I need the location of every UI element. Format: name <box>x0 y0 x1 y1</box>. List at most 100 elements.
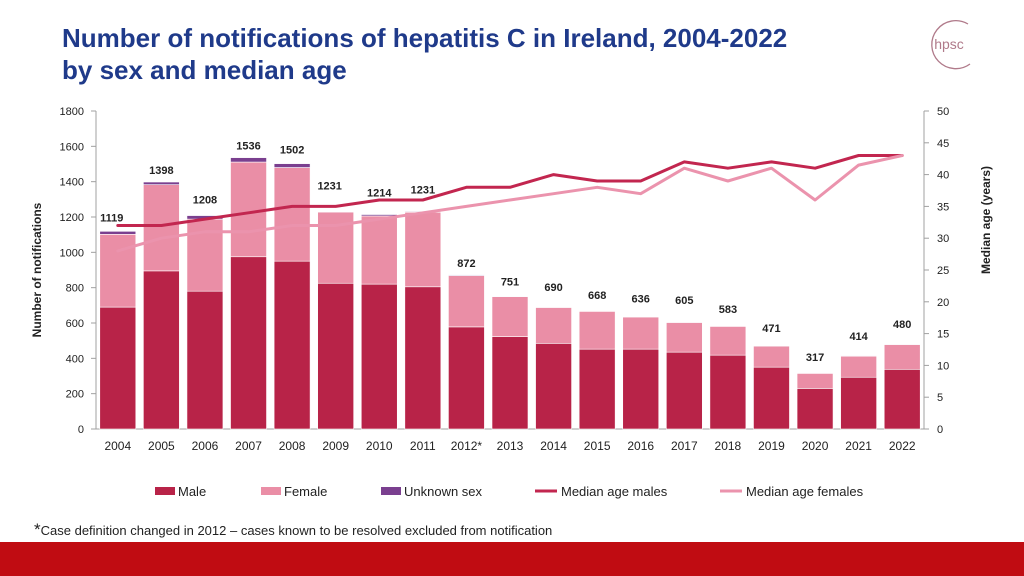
bar-male <box>666 351 703 430</box>
y-tick-label-right: 5 <box>937 392 943 404</box>
bar-total-label: 1536 <box>236 141 260 153</box>
y-tick-label-left: 800 <box>66 283 84 295</box>
legend-label: Unknown sex <box>404 484 483 499</box>
bar-unknown-sex <box>143 181 180 185</box>
footnote-text: Case definition changed in 2012 – cases … <box>40 523 553 538</box>
x-tick-label: 2007 <box>235 439 262 453</box>
y-tick-label-right: 20 <box>937 297 949 309</box>
logo-text: hpsc <box>934 36 964 52</box>
legend-swatch-bar-unknown-sex <box>381 487 401 495</box>
bar-total-label: 1231 <box>317 181 341 193</box>
median-age-females-line <box>116 154 904 253</box>
bar-female <box>360 215 398 285</box>
bar-male <box>448 326 485 430</box>
x-tick-label: 2015 <box>584 439 611 453</box>
legend-label: Female <box>284 484 327 499</box>
bars-layer <box>99 157 921 430</box>
y-tick-label-right: 15 <box>937 329 949 341</box>
bar-female <box>273 167 311 262</box>
x-tick-label: 2012* <box>451 439 483 453</box>
x-tick-label: 2021 <box>845 439 872 453</box>
y-tick-label-right: 30 <box>937 233 949 245</box>
y-tick-label-left: 1400 <box>60 177 84 189</box>
y-tick-label-left: 400 <box>66 353 84 365</box>
bar-male <box>186 290 224 430</box>
x-tick-label: 2008 <box>279 439 306 453</box>
bar-female <box>99 234 137 308</box>
footnote-star: * <box>34 520 41 539</box>
bar-total-label: 690 <box>544 282 562 294</box>
y-tick-label-left: 200 <box>66 389 84 401</box>
bar-total-label: 317 <box>806 352 824 364</box>
bar-male <box>578 348 616 430</box>
bar-total-label: 1502 <box>280 145 304 157</box>
x-tick-label: 2016 <box>627 439 654 453</box>
y-tick-label-left: 600 <box>66 318 84 330</box>
x-tick-label: 2020 <box>802 439 829 453</box>
x-tick-label: 2004 <box>104 439 131 453</box>
y-tick-label-right: 0 <box>937 424 943 436</box>
bar-female <box>143 184 180 272</box>
bar-female <box>883 344 921 370</box>
bar-male <box>273 260 311 430</box>
x-tick-label: 2017 <box>671 439 698 453</box>
bar-male <box>491 336 529 430</box>
legend: Male Female Unknown sex Median age males Med… <box>155 484 864 499</box>
bar-male <box>360 283 398 430</box>
bar-total-label: 872 <box>457 258 475 270</box>
bar-total-label: 471 <box>762 323 780 335</box>
bar-total-label: 636 <box>632 294 650 306</box>
chart-title-line2: by sex and median age <box>62 55 347 85</box>
bar-total-label: 1398 <box>149 165 173 177</box>
bar-female <box>186 218 224 292</box>
y-tick-label-right: 25 <box>937 265 949 277</box>
bar-total-label: 1214 <box>367 188 392 200</box>
x-tick-label: 2005 <box>148 439 175 453</box>
bar-female <box>666 322 703 353</box>
bar-female <box>753 345 790 368</box>
y-axis-label-left: Number of notifications <box>30 202 44 337</box>
y-axis-label-right: Median age (years) <box>979 166 993 274</box>
y-tick-label-left: 1000 <box>60 247 84 259</box>
bar-total-label: 751 <box>501 276 519 288</box>
bar-total-label: 605 <box>675 295 693 307</box>
bar-female <box>622 316 660 350</box>
chart-title: Number of notifications of hepatitis C i… <box>62 22 902 86</box>
bar-female <box>404 211 442 288</box>
bar-male <box>230 256 267 430</box>
bar-female <box>840 355 877 378</box>
bar-unknown-sex <box>317 211 354 213</box>
x-tick-label: 2013 <box>497 439 524 453</box>
chart-title-line1: Number of notifications of hepatitis C i… <box>62 23 788 53</box>
bar-total-label: 1119 <box>100 212 123 224</box>
bar-male <box>796 388 834 430</box>
data-labels-layer: 1119 1398 1208 1536 1502 1231 1214 1231 872 751 69… <box>100 141 911 364</box>
bar-total-label: 480 <box>893 319 911 331</box>
x-tick-label: 2019 <box>758 439 785 453</box>
bar-unknown-sex <box>360 214 398 217</box>
y-tick-label-left: 1600 <box>60 141 84 153</box>
median-age-males-line <box>116 154 904 227</box>
legend-label: Male <box>178 484 206 499</box>
y-tick-label-left: 1200 <box>60 212 84 224</box>
bar-male <box>883 368 921 430</box>
bar-male <box>535 343 572 430</box>
bar-male <box>143 270 180 430</box>
legend-label: Median age males <box>561 484 668 499</box>
y-tick-label-right: 45 <box>937 138 949 150</box>
x-tick-label: 2009 <box>322 439 349 453</box>
bar-male <box>317 282 354 430</box>
bar-total-label: 1208 <box>193 195 217 207</box>
bar-unknown-sex <box>448 274 485 276</box>
bar-male <box>404 286 442 430</box>
bar-total-label: 1231 <box>411 185 435 197</box>
bar-female <box>535 307 572 344</box>
bar-total-label: 583 <box>719 304 737 316</box>
y-tick-label-right: 35 <box>937 201 949 213</box>
x-tick-label: 2011 <box>410 439 436 453</box>
legend-swatch-bar-male <box>155 487 175 495</box>
hpsc-logo: hpsc <box>931 20 971 70</box>
y-tick-label-right: 10 <box>937 360 949 372</box>
y-tick-label-left: 0 <box>78 424 84 436</box>
